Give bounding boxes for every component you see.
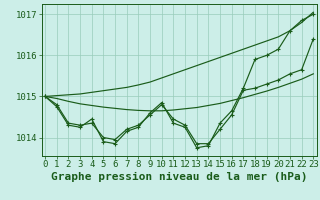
X-axis label: Graphe pression niveau de la mer (hPa): Graphe pression niveau de la mer (hPa) [51,172,308,182]
